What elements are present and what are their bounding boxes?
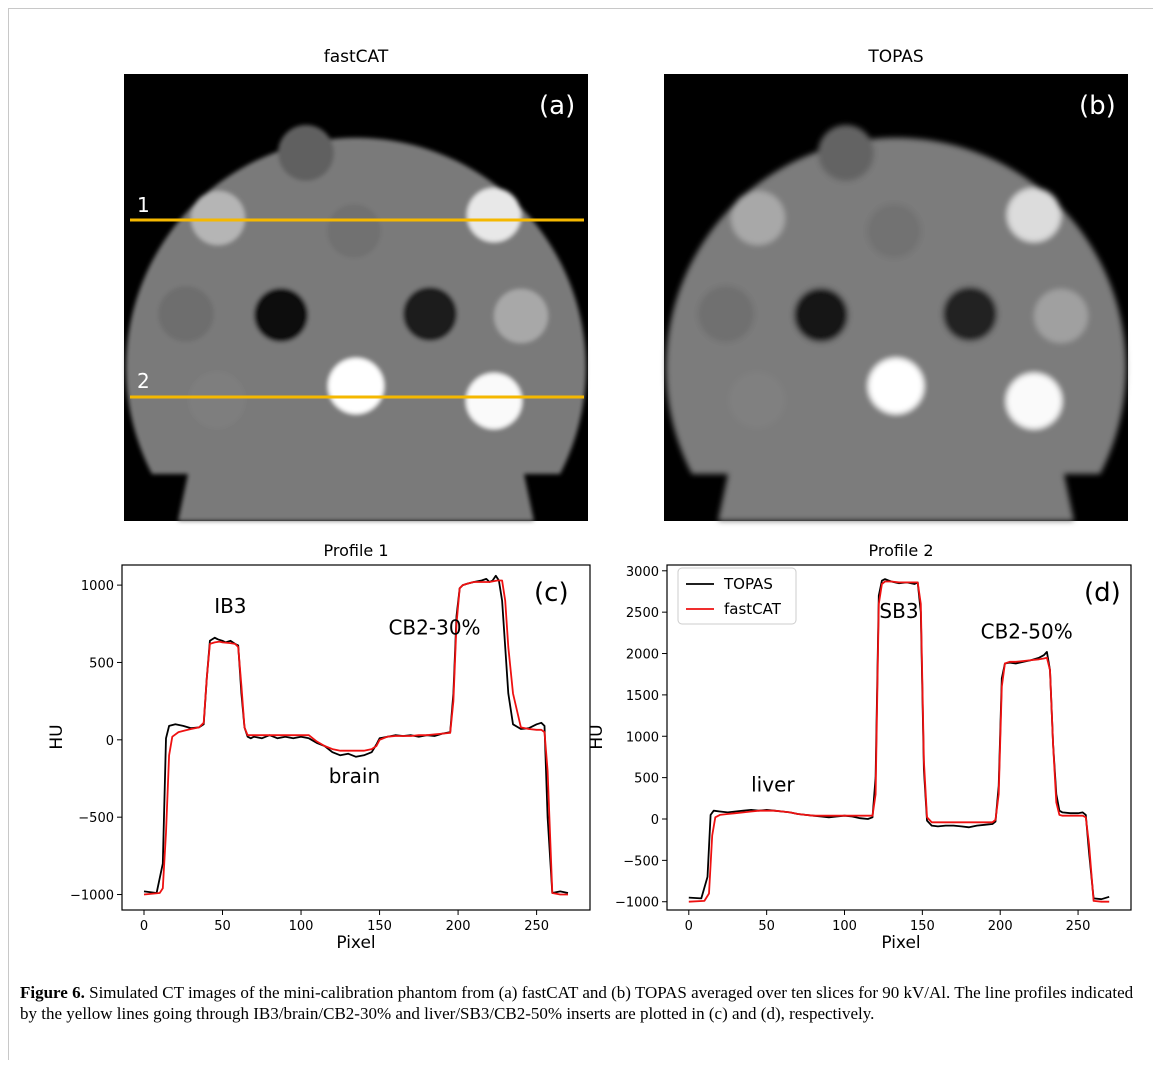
- insert: [327, 204, 381, 258]
- y-tick-label: −500: [623, 854, 659, 869]
- phantom-body: [126, 137, 586, 521]
- annotation-label: CB2-50%: [981, 620, 1073, 644]
- insert: [189, 372, 245, 428]
- x-tick-label: 100: [289, 919, 314, 934]
- plot-frame: [666, 564, 1132, 911]
- x-tick-label: 150: [367, 919, 392, 934]
- panel-letter: (d): [1084, 578, 1121, 608]
- figure-frame-left: [8, 8, 9, 1060]
- ct-image-topas: (b): [664, 74, 1128, 521]
- legend: TOPAS fastCAT: [677, 567, 797, 625]
- insert: [254, 288, 308, 342]
- y-tick-label: 1500: [626, 689, 659, 704]
- insert: [328, 358, 384, 414]
- insert: [191, 191, 245, 245]
- insert: [466, 373, 522, 429]
- y-tick-label: 0: [106, 734, 114, 749]
- figure-caption: Figure 6. Simulated CT images of the min…: [20, 982, 1140, 1024]
- insert: [467, 188, 521, 242]
- y-tick-label: −1000: [70, 889, 114, 904]
- legend-label-topas: TOPAS: [723, 575, 773, 593]
- legend-label-fastcat: fastCAT: [724, 600, 782, 618]
- caption-label: Figure 6.: [20, 983, 85, 1002]
- y-tick-label: 2000: [626, 648, 659, 663]
- y-tick-label: 0: [651, 813, 659, 828]
- profile-2-chart: Profile 2 0 50 100 150 200 250 −1000 −500 0 500 10…: [587, 541, 1132, 953]
- panel-b-letter: (b): [1079, 91, 1116, 121]
- insert: [729, 372, 785, 428]
- ct-image-fastcat: 1 2 (a): [124, 74, 588, 521]
- profile-1-chart: Profile 1 0 50 100 150 200 250 −1000 −500 0 500 10…: [47, 541, 591, 953]
- panel-a-title: fastCAT: [323, 47, 389, 67]
- y-tick-label: 1000: [81, 579, 114, 594]
- insert: [794, 288, 848, 342]
- insert: [943, 287, 997, 341]
- insert: [1034, 289, 1088, 343]
- chart-title: Profile 2: [868, 541, 933, 560]
- y-axis-label: HU: [587, 724, 607, 749]
- y-tick-label: 1000: [626, 730, 659, 745]
- profile-line-1-label: 1: [137, 193, 150, 217]
- annotation-label: SB3: [879, 599, 918, 623]
- insert: [494, 289, 548, 343]
- panel-letter: (c): [534, 578, 569, 608]
- panel-a-letter: (a): [539, 91, 575, 121]
- x-tick-label: 50: [758, 919, 775, 934]
- insert: [868, 358, 924, 414]
- insert: [818, 125, 874, 181]
- caption-text: Simulated CT images of the mini-calibrat…: [20, 983, 1134, 1023]
- phantom-body: [666, 137, 1126, 521]
- profile-line-2-label: 2: [137, 369, 150, 393]
- x-tick-label: 100: [832, 919, 857, 934]
- y-tick-label: −1000: [615, 896, 659, 911]
- series-line-1: [688, 580, 1110, 903]
- series-line-1: [143, 579, 568, 896]
- y-tick-label: −500: [78, 811, 114, 826]
- x-tick-label: 50: [214, 919, 231, 934]
- y-tick-label: 3000: [626, 565, 659, 580]
- y-axis-label: HU: [47, 724, 67, 749]
- x-tick-label: 150: [910, 919, 935, 934]
- x-tick-label: 0: [685, 919, 693, 934]
- y-tick-label: 2500: [626, 606, 659, 621]
- insert: [698, 286, 754, 342]
- figure-frame-top: [8, 8, 1153, 9]
- panel-b-title: TOPAS: [868, 47, 924, 67]
- annotation-label: CB2-30%: [388, 616, 480, 640]
- plot-frame: [121, 564, 591, 911]
- x-tick-label: 250: [1066, 919, 1091, 934]
- insert: [731, 191, 785, 245]
- series-line-0: [143, 574, 569, 894]
- insert: [1007, 188, 1061, 242]
- y-tick-label: 500: [634, 772, 659, 787]
- x-axis-label: Pixel: [881, 933, 920, 953]
- annotation-label: brain: [329, 764, 380, 788]
- x-tick-label: 250: [524, 919, 549, 934]
- insert: [158, 286, 214, 342]
- x-tick-label: 0: [140, 919, 148, 934]
- insert: [1006, 373, 1062, 429]
- x-axis-label: Pixel: [336, 933, 375, 953]
- y-tick-label: 500: [89, 656, 114, 671]
- insert: [403, 287, 457, 341]
- chart-title: Profile 1: [323, 541, 388, 560]
- annotation-label: liver: [751, 773, 795, 797]
- insert: [867, 204, 921, 258]
- x-tick-label: 200: [988, 919, 1013, 934]
- annotation-label: IB3: [214, 594, 246, 618]
- x-tick-label: 200: [446, 919, 471, 934]
- insert: [278, 125, 334, 181]
